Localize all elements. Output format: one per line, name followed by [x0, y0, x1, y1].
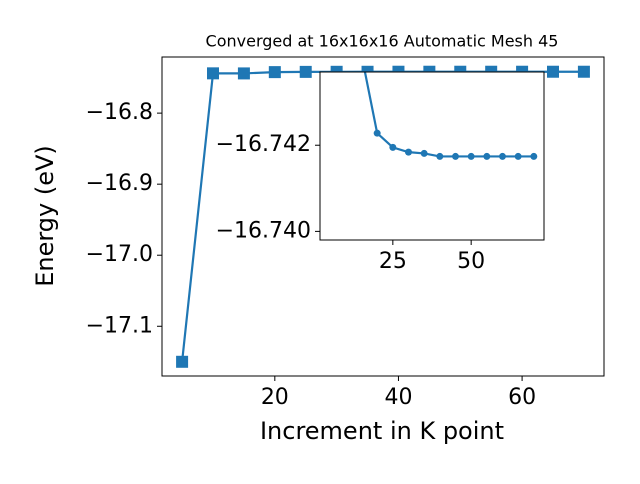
marker	[268, 66, 281, 79]
marker	[498, 152, 506, 160]
marker	[547, 65, 559, 78]
marker	[436, 152, 444, 160]
chart-title: Converged at 16x16x16 Automatic Mesh 45	[206, 32, 559, 51]
y-tick-label: −16.742	[216, 132, 311, 157]
marker	[299, 65, 312, 78]
marker	[467, 152, 475, 160]
marker	[176, 355, 189, 368]
marker	[237, 67, 250, 80]
axes-frame	[319, 71, 545, 241]
x-tick-label: 25	[379, 249, 407, 274]
marker	[207, 67, 219, 80]
y-axis-label: Energy (eV)	[31, 145, 59, 287]
plot-area	[363, 72, 538, 160]
axes-frame	[161, 56, 605, 377]
y-tick-label: −17.0	[86, 242, 153, 267]
y-tick-label: −16.9	[86, 171, 153, 196]
marker	[514, 152, 522, 160]
x-tick-label: 50	[457, 249, 485, 274]
y-tick-label: −17.1	[86, 313, 153, 338]
x-tick-label: 40	[384, 385, 412, 410]
x-tick-label: 60	[508, 385, 536, 410]
marker	[373, 129, 381, 137]
y-tick-label: −16.8	[86, 100, 153, 125]
marker	[577, 65, 590, 78]
marker	[420, 149, 428, 157]
x-tick-label: 20	[261, 385, 289, 410]
marker	[389, 143, 397, 151]
marker	[530, 152, 538, 160]
y-tick-label: −16.740	[216, 218, 311, 243]
marker	[451, 152, 459, 160]
x-axis-label: Increment in K point	[260, 417, 504, 445]
marker	[483, 152, 491, 160]
marker	[405, 148, 413, 156]
